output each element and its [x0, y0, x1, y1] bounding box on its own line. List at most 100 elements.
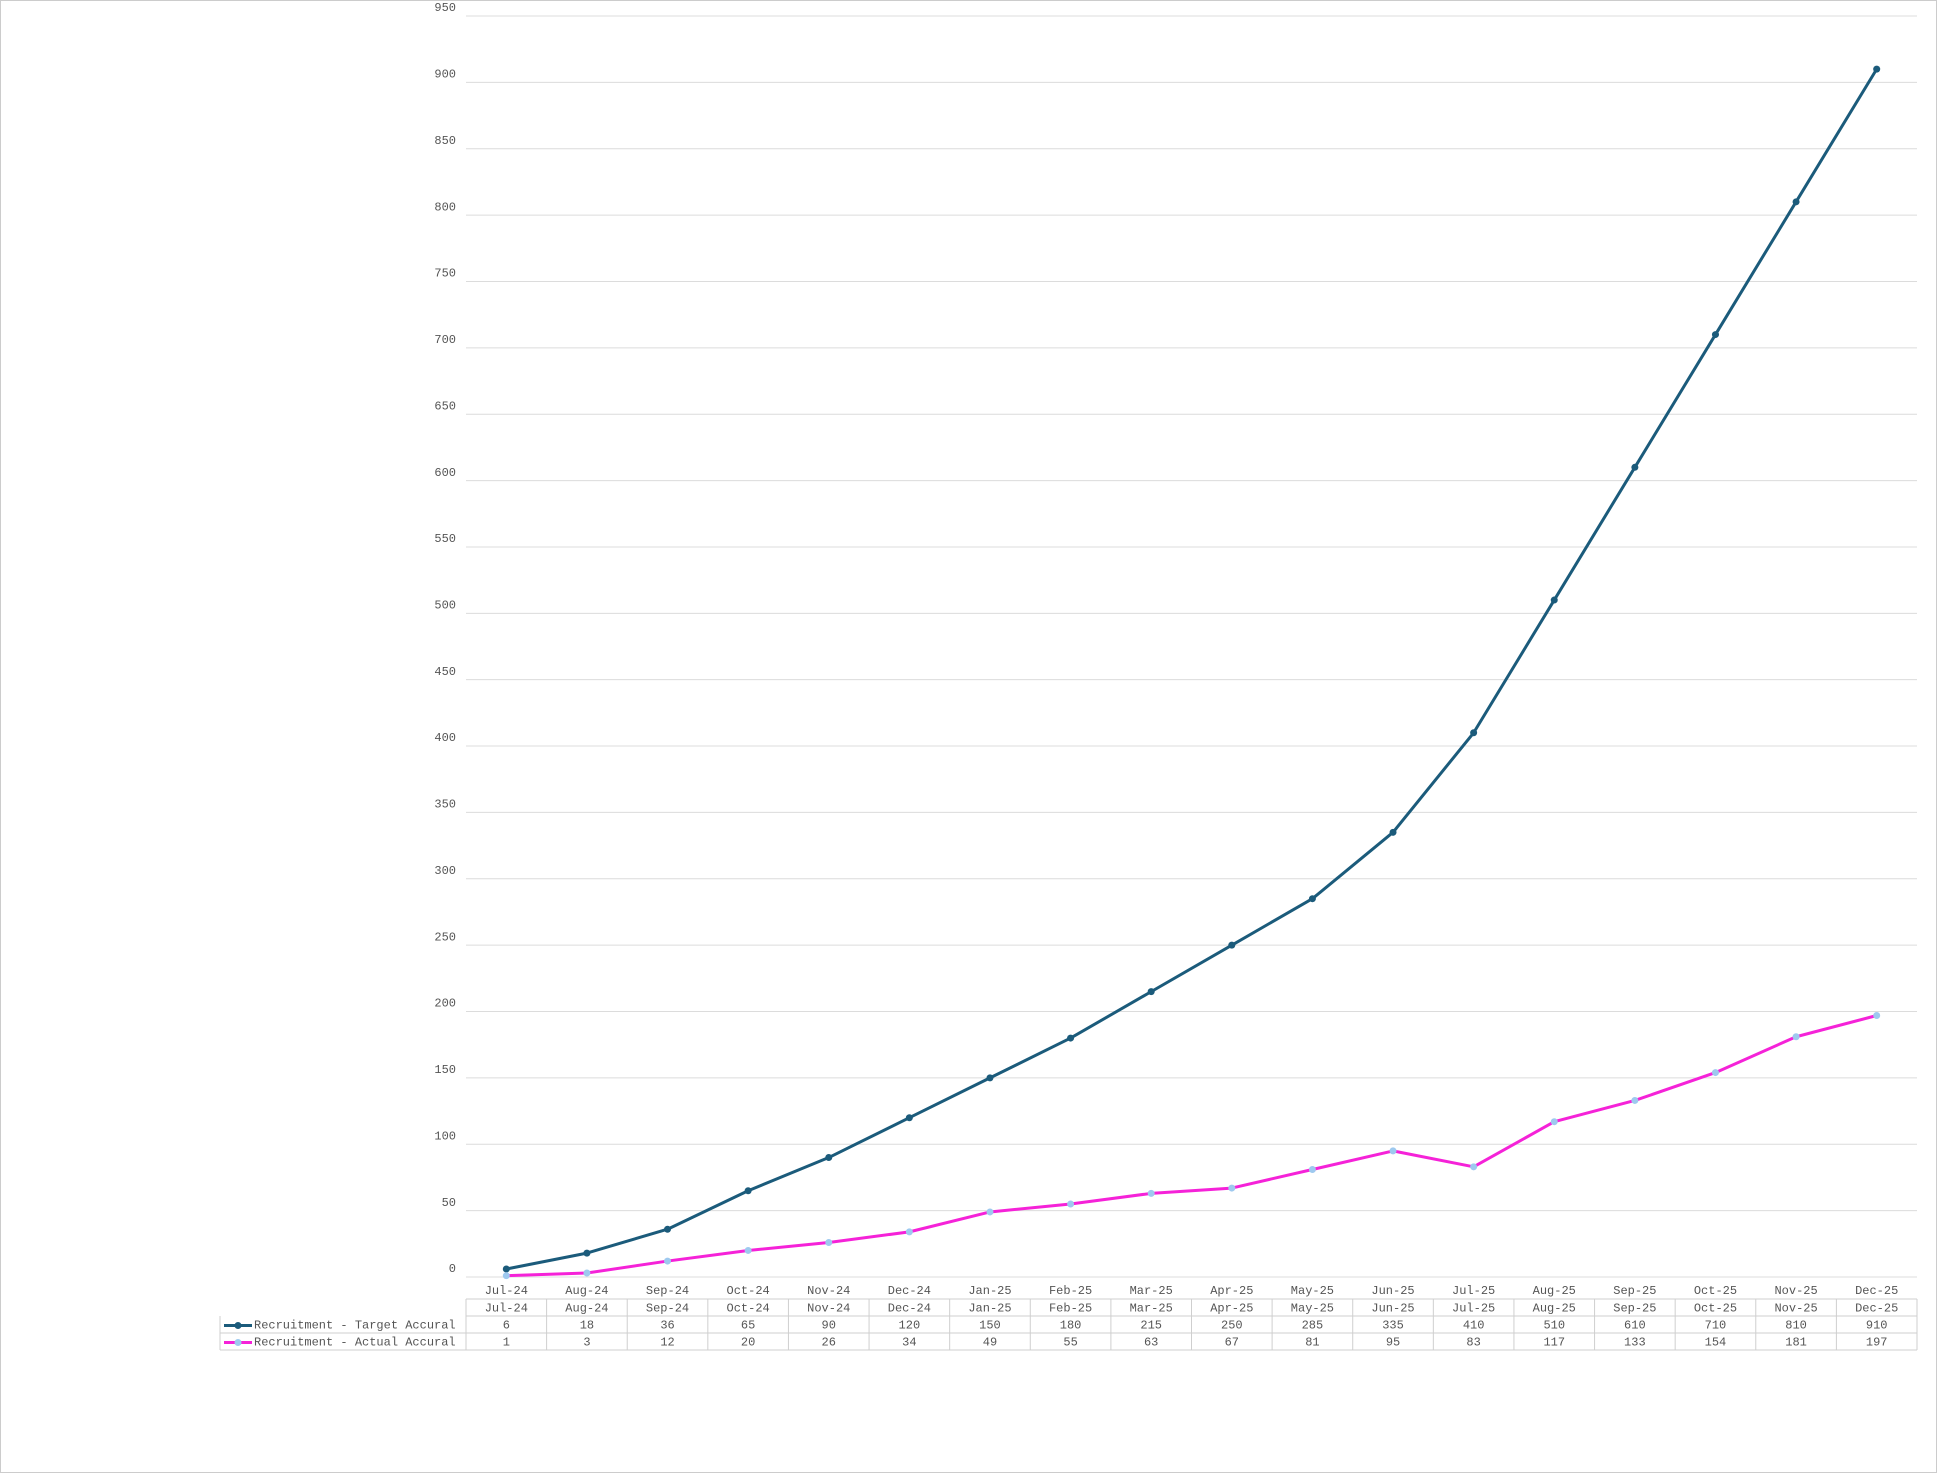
- table-value: 154: [1705, 1336, 1727, 1350]
- data-point: [583, 1249, 591, 1257]
- y-tick-label: 100: [434, 1129, 456, 1143]
- y-tick-label: 850: [434, 134, 456, 148]
- table-value: 65: [741, 1319, 755, 1333]
- y-tick-label: 800: [434, 200, 456, 214]
- y-tick-label: 550: [434, 532, 456, 546]
- data-point: [1228, 941, 1236, 949]
- table-header: Oct-25: [1694, 1302, 1737, 1316]
- data-point: [583, 1269, 591, 1277]
- table-value: 133: [1624, 1336, 1646, 1350]
- table-value: 250: [1221, 1319, 1243, 1333]
- data-point: [1792, 198, 1800, 206]
- legend-label: Recruitment - Actual Accural: [254, 1336, 456, 1350]
- data-point: [1389, 1147, 1397, 1155]
- x-tick-label: Mar-25: [1130, 1284, 1173, 1298]
- x-tick-label: Sep-25: [1613, 1284, 1656, 1298]
- y-tick-label: 750: [434, 267, 456, 281]
- data-point: [1873, 65, 1881, 73]
- table-value: 910: [1866, 1319, 1888, 1333]
- table-header: Nov-24: [807, 1302, 850, 1316]
- table-header: Aug-24: [565, 1302, 608, 1316]
- y-tick-label: 450: [434, 665, 456, 679]
- table-value: 117: [1543, 1336, 1565, 1350]
- x-tick-label: Jul-25: [1452, 1284, 1495, 1298]
- table-header: Feb-25: [1049, 1302, 1092, 1316]
- y-tick-label: 150: [434, 1063, 456, 1077]
- table-value: 18: [580, 1319, 594, 1333]
- table-header: Nov-25: [1774, 1302, 1817, 1316]
- table-header: Aug-25: [1533, 1302, 1576, 1316]
- table-value: 83: [1466, 1336, 1480, 1350]
- data-point: [502, 1265, 510, 1273]
- data-point: [1631, 1096, 1639, 1104]
- table-value: 410: [1463, 1319, 1485, 1333]
- table-value: 181: [1785, 1336, 1807, 1350]
- table-header: Dec-24: [888, 1302, 931, 1316]
- data-point: [905, 1114, 913, 1122]
- data-point: [1308, 1165, 1316, 1173]
- y-tick-label: 400: [434, 731, 456, 745]
- data-point: [905, 1228, 913, 1236]
- table-header: Dec-25: [1855, 1302, 1898, 1316]
- legend-label: Recruitment - Target Accural: [254, 1319, 456, 1333]
- x-tick-label: Nov-25: [1774, 1284, 1817, 1298]
- legend-marker: [234, 1339, 242, 1346]
- table-value: 120: [899, 1319, 921, 1333]
- y-tick-label: 50: [442, 1196, 456, 1210]
- x-tick-label: Sep-24: [646, 1284, 689, 1298]
- data-point: [1550, 596, 1558, 604]
- table-header: Jul-25: [1452, 1302, 1495, 1316]
- data-point: [664, 1257, 672, 1265]
- table-value: 335: [1382, 1319, 1404, 1333]
- table-header: Jun-25: [1371, 1302, 1414, 1316]
- x-tick-label: Dec-25: [1855, 1284, 1898, 1298]
- table-value: 90: [822, 1319, 836, 1333]
- data-point: [1228, 1184, 1236, 1192]
- table-value: 36: [660, 1319, 674, 1333]
- table-header: Sep-24: [646, 1302, 689, 1316]
- table-value: 215: [1140, 1319, 1162, 1333]
- table-value: 197: [1866, 1336, 1888, 1350]
- data-point: [825, 1154, 833, 1162]
- x-tick-label: Oct-24: [727, 1284, 770, 1298]
- data-point: [1711, 331, 1719, 339]
- data-point: [1550, 1118, 1558, 1126]
- x-tick-label: May-25: [1291, 1284, 1334, 1298]
- data-point: [664, 1225, 672, 1233]
- table-value: 180: [1060, 1319, 1082, 1333]
- series-line: [506, 1014, 1878, 1278]
- y-tick-label: 0: [449, 1262, 456, 1276]
- table-value: 710: [1705, 1319, 1727, 1333]
- table-header: May-25: [1291, 1302, 1334, 1316]
- x-tick-label: Feb-25: [1049, 1284, 1092, 1298]
- table-header: Jul-24: [485, 1302, 528, 1316]
- table-value: 1: [503, 1336, 510, 1350]
- table-value: 63: [1144, 1336, 1158, 1350]
- table-header: Mar-25: [1130, 1302, 1173, 1316]
- series-line: [506, 68, 1878, 1271]
- data-point: [1147, 1189, 1155, 1197]
- x-tick-label: Oct-25: [1694, 1284, 1737, 1298]
- x-tick-label: Aug-24: [565, 1284, 608, 1298]
- data-point: [1711, 1069, 1719, 1077]
- x-tick-label: Jan-25: [968, 1284, 1011, 1298]
- x-tick-label: Dec-24: [888, 1284, 931, 1298]
- y-tick-label: 500: [434, 598, 456, 612]
- data-point: [1873, 1012, 1881, 1020]
- y-tick-label: 650: [434, 399, 456, 413]
- data-point: [986, 1074, 994, 1082]
- table-value: 20: [741, 1336, 755, 1350]
- x-tick-label: Aug-25: [1533, 1284, 1576, 1298]
- y-tick-label: 350: [434, 798, 456, 812]
- table-value: 510: [1543, 1319, 1565, 1333]
- data-point: [1308, 895, 1316, 903]
- x-tick-label: Jul-24: [485, 1284, 528, 1298]
- data-point: [744, 1187, 752, 1195]
- x-tick-label: Nov-24: [807, 1284, 850, 1298]
- table-header: Jan-25: [968, 1302, 1011, 1316]
- table-value: 49: [983, 1336, 997, 1350]
- table-value: 3: [583, 1336, 590, 1350]
- table-value: 67: [1225, 1336, 1239, 1350]
- data-point: [1470, 1163, 1478, 1171]
